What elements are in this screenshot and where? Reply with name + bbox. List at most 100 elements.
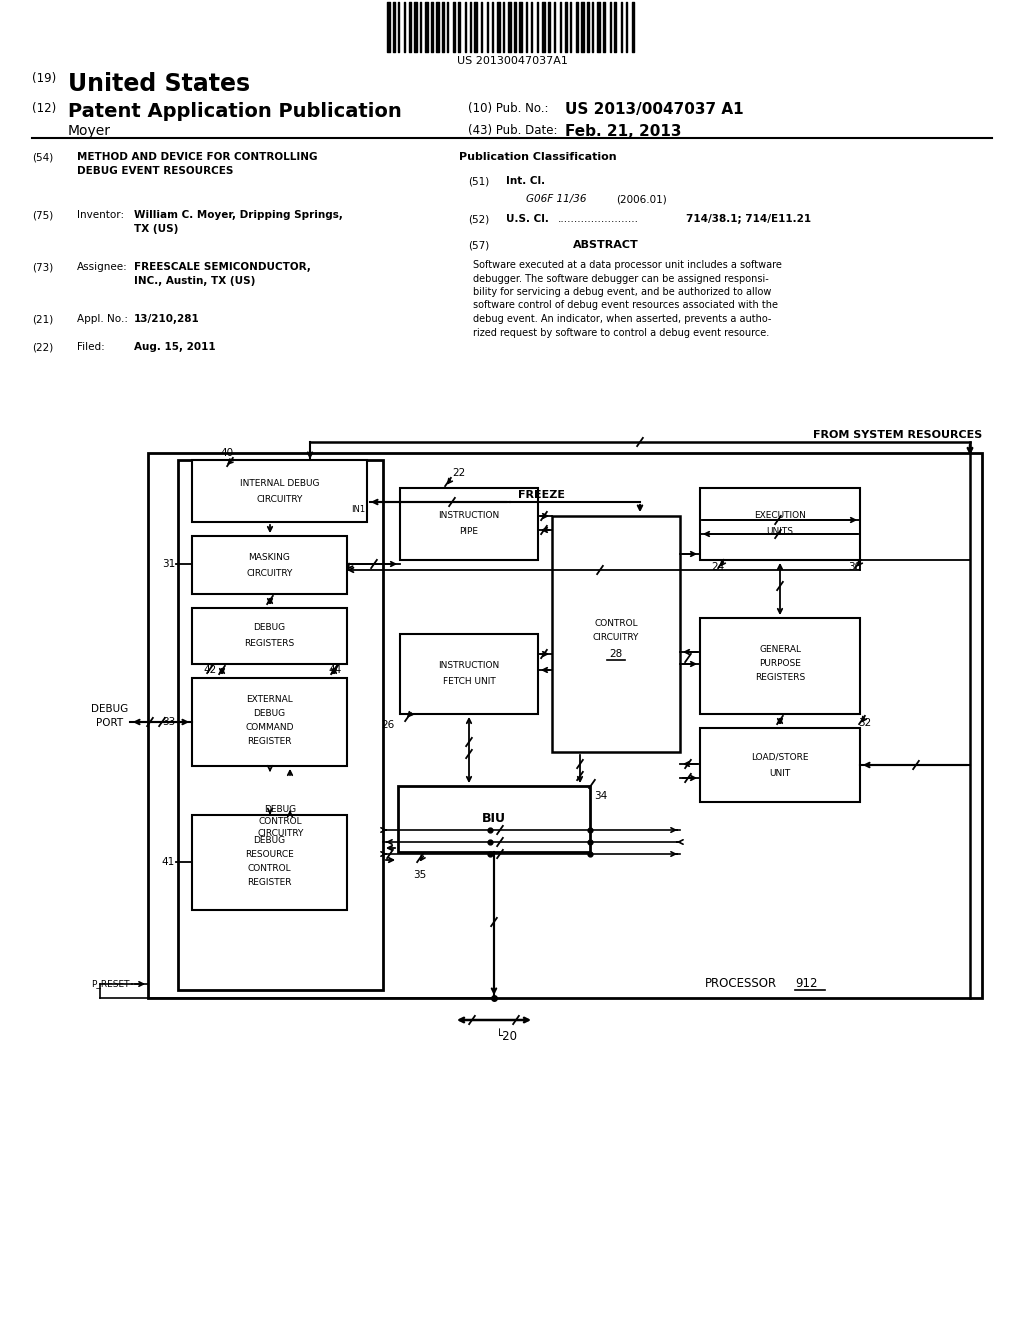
Text: DEBUG: DEBUG xyxy=(264,805,297,814)
Text: 912: 912 xyxy=(795,977,817,990)
Text: Inventor:: Inventor: xyxy=(77,210,124,220)
Text: PURPOSE: PURPOSE xyxy=(759,660,801,668)
Text: PIPE: PIPE xyxy=(460,528,478,536)
Text: (54): (54) xyxy=(32,152,53,162)
Text: ABSTRACT: ABSTRACT xyxy=(573,240,639,249)
Text: BIU: BIU xyxy=(482,813,506,825)
Bar xyxy=(193,678,347,766)
Text: 33: 33 xyxy=(162,717,175,727)
Text: EXECUTION: EXECUTION xyxy=(754,511,806,520)
Text: CONTROL: CONTROL xyxy=(594,619,638,628)
Text: CONTROL: CONTROL xyxy=(248,865,291,873)
Text: GENERAL: GENERAL xyxy=(759,645,801,655)
Bar xyxy=(178,459,383,990)
Text: 41: 41 xyxy=(162,857,175,867)
Bar xyxy=(700,488,860,560)
Bar xyxy=(400,634,538,714)
Text: PROCESSOR: PROCESSOR xyxy=(705,977,777,990)
Text: 44: 44 xyxy=(329,665,342,675)
Text: rized request by software to control a debug event resource.: rized request by software to control a d… xyxy=(473,327,769,338)
Text: (19): (19) xyxy=(32,73,56,84)
Text: CONTROL: CONTROL xyxy=(259,817,302,826)
Text: CIRCUITRY: CIRCUITRY xyxy=(256,495,303,503)
Text: COMMAND: COMMAND xyxy=(246,723,294,733)
Text: Software executed at a data processor unit includes a software: Software executed at a data processor un… xyxy=(473,260,782,271)
Text: United States: United States xyxy=(68,73,250,96)
Bar xyxy=(193,536,347,594)
Text: 30: 30 xyxy=(849,562,861,572)
Bar xyxy=(148,453,982,998)
Text: EXTERNAL: EXTERNAL xyxy=(246,696,293,705)
Text: Appl. No.:: Appl. No.: xyxy=(77,314,128,323)
Text: CIRCUITRY: CIRCUITRY xyxy=(247,569,293,578)
Text: Moyer: Moyer xyxy=(68,124,111,139)
Text: INSTRUCTION: INSTRUCTION xyxy=(438,511,500,520)
Text: G06F 11/36: G06F 11/36 xyxy=(526,194,587,205)
Bar xyxy=(398,785,590,851)
Text: FROM SYSTEM RESOURCES: FROM SYSTEM RESOURCES xyxy=(813,430,982,440)
Text: DEBUG: DEBUG xyxy=(253,623,286,632)
Text: 714/38.1; 714/E11.21: 714/38.1; 714/E11.21 xyxy=(686,214,811,224)
Text: 42: 42 xyxy=(204,665,217,675)
Text: ........................: ........................ xyxy=(558,214,639,224)
Bar xyxy=(193,459,367,521)
Text: FREESCALE SEMICONDUCTOR,
INC., Austin, TX (US): FREESCALE SEMICONDUCTOR, INC., Austin, T… xyxy=(134,261,311,286)
Text: (73): (73) xyxy=(32,261,53,272)
Text: DEBUG: DEBUG xyxy=(253,710,286,718)
Text: RESOURCE: RESOURCE xyxy=(245,850,294,859)
Text: 28: 28 xyxy=(609,649,623,659)
Text: CIRCUITRY: CIRCUITRY xyxy=(593,634,639,643)
Text: (21): (21) xyxy=(32,314,53,323)
Text: 26: 26 xyxy=(382,719,395,730)
Text: Int. Cl.: Int. Cl. xyxy=(506,176,545,186)
Text: DEBUG
PORT: DEBUG PORT xyxy=(91,705,129,727)
Text: REGISTERS: REGISTERS xyxy=(245,639,295,648)
Text: FETCH UNIT: FETCH UNIT xyxy=(442,677,496,686)
Text: (57): (57) xyxy=(468,240,489,249)
Text: Publication Classification: Publication Classification xyxy=(459,152,616,162)
Text: debugger. The software debugger can be assigned responsi-: debugger. The software debugger can be a… xyxy=(473,273,769,284)
Text: 32: 32 xyxy=(858,718,871,729)
Text: US 2013/0047037 A1: US 2013/0047037 A1 xyxy=(565,102,743,117)
Text: (52): (52) xyxy=(468,214,489,224)
Bar xyxy=(193,609,347,664)
Text: REGISTERS: REGISTERS xyxy=(755,673,805,682)
Bar xyxy=(193,814,347,909)
Text: 22: 22 xyxy=(452,469,465,478)
Text: Aug. 15, 2011: Aug. 15, 2011 xyxy=(134,342,216,352)
Text: (22): (22) xyxy=(32,342,53,352)
Bar xyxy=(552,516,680,752)
Text: Filed:: Filed: xyxy=(77,342,104,352)
Text: Assignee:: Assignee: xyxy=(77,261,128,272)
Text: software control of debug event resources associated with the: software control of debug event resource… xyxy=(473,301,778,310)
Text: debug event. An indicator, when asserted, prevents a autho-: debug event. An indicator, when asserted… xyxy=(473,314,771,323)
Text: (10) Pub. No.:: (10) Pub. No.: xyxy=(468,102,549,115)
Text: (51): (51) xyxy=(468,176,489,186)
Text: DEBUG: DEBUG xyxy=(253,836,286,845)
Text: U.S. Cl.: U.S. Cl. xyxy=(506,214,549,224)
Text: MASKING: MASKING xyxy=(249,553,291,561)
Text: └20: └20 xyxy=(496,1030,518,1043)
Text: (12): (12) xyxy=(32,102,56,115)
Text: 13/210,281: 13/210,281 xyxy=(134,314,200,323)
Bar xyxy=(400,488,538,560)
Text: William C. Moyer, Dripping Springs,
TX (US): William C. Moyer, Dripping Springs, TX (… xyxy=(134,210,343,234)
Text: US 20130047037A1: US 20130047037A1 xyxy=(457,55,567,66)
Text: bility for servicing a debug event, and be authorized to allow: bility for servicing a debug event, and … xyxy=(473,286,771,297)
Bar xyxy=(700,618,860,714)
Text: LOAD/STORE: LOAD/STORE xyxy=(752,752,809,762)
Text: INTERNAL DEBUG: INTERNAL DEBUG xyxy=(240,479,319,487)
Text: 35: 35 xyxy=(413,870,426,880)
Text: METHOD AND DEVICE FOR CONTROLLING
DEBUG EVENT RESOURCES: METHOD AND DEVICE FOR CONTROLLING DEBUG … xyxy=(77,152,317,176)
Text: UNIT: UNIT xyxy=(769,768,791,777)
Text: (75): (75) xyxy=(32,210,53,220)
Text: 24: 24 xyxy=(712,562,725,572)
Text: 40: 40 xyxy=(220,447,233,458)
Text: CIRCUITRY: CIRCUITRY xyxy=(257,829,304,838)
Bar xyxy=(700,729,860,803)
Text: Feb. 21, 2013: Feb. 21, 2013 xyxy=(565,124,682,139)
Text: FREEZE: FREEZE xyxy=(518,490,565,500)
Text: Patent Application Publication: Patent Application Publication xyxy=(68,102,401,121)
Text: P_RESET: P_RESET xyxy=(91,979,130,989)
Text: 34: 34 xyxy=(594,791,607,801)
